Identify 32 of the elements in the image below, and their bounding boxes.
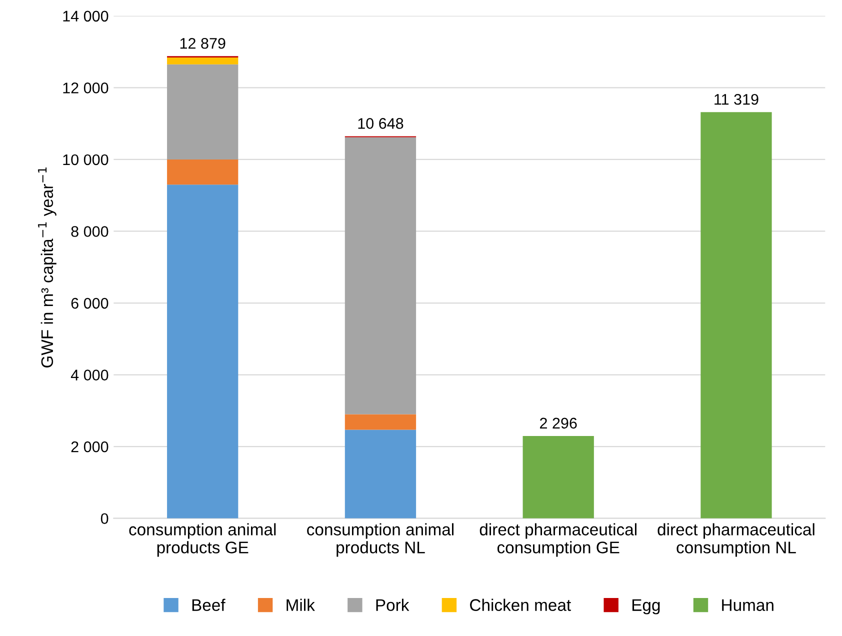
y-axis-title: GWF in m³ capita$^{−1}$ year$^{−1}$: [38, 167, 56, 368]
total-label: 11 319: [714, 94, 758, 105]
legend-label: Human: [722, 599, 774, 611]
y-tick-label: 14 000: [63, 10, 108, 22]
y-tick-label: 4 000: [70, 370, 108, 380]
y-tick-label: 2 000: [71, 441, 108, 452]
bar: [344, 414, 416, 430]
total-label: 12 879: [180, 38, 226, 49]
y-tick-label: 0: [100, 513, 108, 524]
bar: [167, 184, 238, 518]
y-tick-label: 6 000: [71, 298, 108, 309]
legend-label: Milk: [286, 598, 315, 611]
y-tick-label: 10 000: [63, 154, 108, 166]
bar: [700, 112, 772, 518]
x-tick-label: consumption animal products NL: [307, 523, 454, 557]
bar: [522, 436, 594, 518]
legend-label: Beef: [192, 598, 226, 611]
legend-label: Pork: [376, 598, 410, 611]
x-tick-label: direct pharmaceutical consumption NL: [658, 523, 814, 557]
bar: [167, 58, 238, 64]
bar: [167, 64, 238, 160]
legend-label: Egg: [632, 599, 660, 614]
legend-label: Chicken meat: [470, 598, 571, 611]
x-tick-label: consumption animal products GE: [129, 523, 276, 557]
total-label: 10 648: [358, 118, 404, 129]
bar: [344, 430, 416, 518]
total-label: 2 296: [540, 418, 577, 429]
x-tick-label: direct pharmaceutical consumption GE: [480, 523, 636, 557]
bar: [167, 159, 238, 185]
y-tick-label: 12 000: [63, 82, 108, 94]
y-tick-label: 8 000: [71, 226, 108, 237]
bar: [344, 137, 416, 414]
